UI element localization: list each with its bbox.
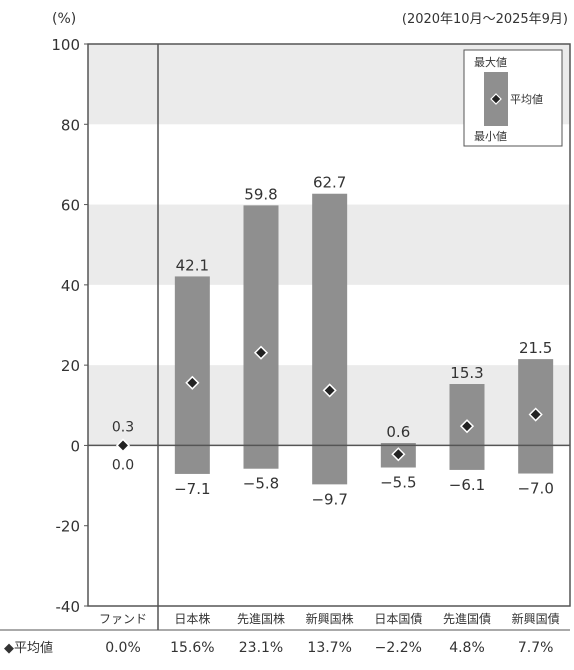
mean-marker xyxy=(459,419,475,434)
legend-mean-marker xyxy=(490,93,502,105)
mean-marker xyxy=(322,383,337,398)
min-label: −5.5 xyxy=(380,474,416,492)
min-label: −9.7 xyxy=(311,490,347,508)
mean-value-label: 13.7% xyxy=(307,640,351,656)
min-label: −7.1 xyxy=(174,480,210,498)
mean-marker xyxy=(115,438,131,453)
mean-value-label: 23.1% xyxy=(239,640,283,656)
min-label: −7.0 xyxy=(517,480,553,498)
category-label: 日本株 xyxy=(174,611,210,626)
mean-marker xyxy=(185,375,200,390)
y-tick-label: 0 xyxy=(70,437,80,455)
category-label: 先進国株 xyxy=(237,611,285,626)
mean-value-label: −2.2% xyxy=(375,640,422,656)
y-tick-label: 40 xyxy=(61,277,80,295)
y-tick-label: 20 xyxy=(61,357,80,375)
max-label: 0.3 xyxy=(112,419,134,435)
mean-value-label: 0.0% xyxy=(105,640,141,656)
y-tick-label: 60 xyxy=(61,197,80,215)
max-label: 15.3 xyxy=(450,364,483,382)
y-tick-label: -40 xyxy=(56,598,81,616)
legend-mean-label: 平均値 xyxy=(510,93,543,106)
range-bar xyxy=(174,276,210,474)
y-tick-label: -20 xyxy=(56,518,81,536)
plot-frame xyxy=(87,43,571,607)
min-label: −5.8 xyxy=(243,475,279,493)
category-label: 新興国債 xyxy=(512,611,560,626)
category-label: 先進国債 xyxy=(443,611,491,626)
max-label: 42.1 xyxy=(176,256,209,274)
legend-max-label: 最大値 xyxy=(474,55,507,69)
mean-marker xyxy=(253,345,269,360)
mean-value-label: 4.8% xyxy=(449,640,485,656)
max-label: 62.7 xyxy=(313,174,346,192)
mean-marker xyxy=(528,407,543,422)
mean-marker xyxy=(391,447,406,462)
category-label: 新興国株 xyxy=(306,611,354,626)
max-label: 0.6 xyxy=(386,423,410,441)
min-label: −6.1 xyxy=(449,476,485,494)
y-tick-label: 100 xyxy=(51,36,80,54)
category-label: 日本国債 xyxy=(374,611,422,626)
max-label: 59.8 xyxy=(244,185,277,203)
unit-label: (%) xyxy=(52,11,76,27)
legend-min-label: 最小値 xyxy=(474,130,507,143)
period-label: (2020年10月〜2025年9月) xyxy=(402,12,568,27)
mean-row-label: ◆平均値 xyxy=(4,640,53,656)
y-tick-label: 80 xyxy=(61,116,80,134)
mean-value-label: 7.7% xyxy=(518,640,554,656)
legend-box xyxy=(463,49,563,147)
mean-value-label: 15.6% xyxy=(170,640,214,656)
category-label: ファンド xyxy=(99,612,147,626)
range-bar xyxy=(312,193,348,485)
range-bar xyxy=(243,205,279,469)
max-label: 21.5 xyxy=(519,339,552,357)
min-label: 0.0 xyxy=(112,457,134,473)
